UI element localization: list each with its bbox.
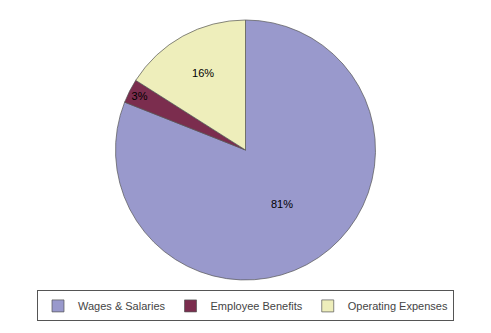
svg-text:3%: 3% — [132, 90, 148, 102]
svg-text:81%: 81% — [271, 198, 293, 210]
svg-text:Operating Expenses: Operating Expenses — [348, 300, 448, 312]
svg-text:Wages & Salaries: Wages & Salaries — [78, 300, 166, 312]
svg-text:Employee Benefits: Employee Benefits — [211, 300, 303, 312]
svg-text:16%: 16% — [192, 67, 214, 79]
